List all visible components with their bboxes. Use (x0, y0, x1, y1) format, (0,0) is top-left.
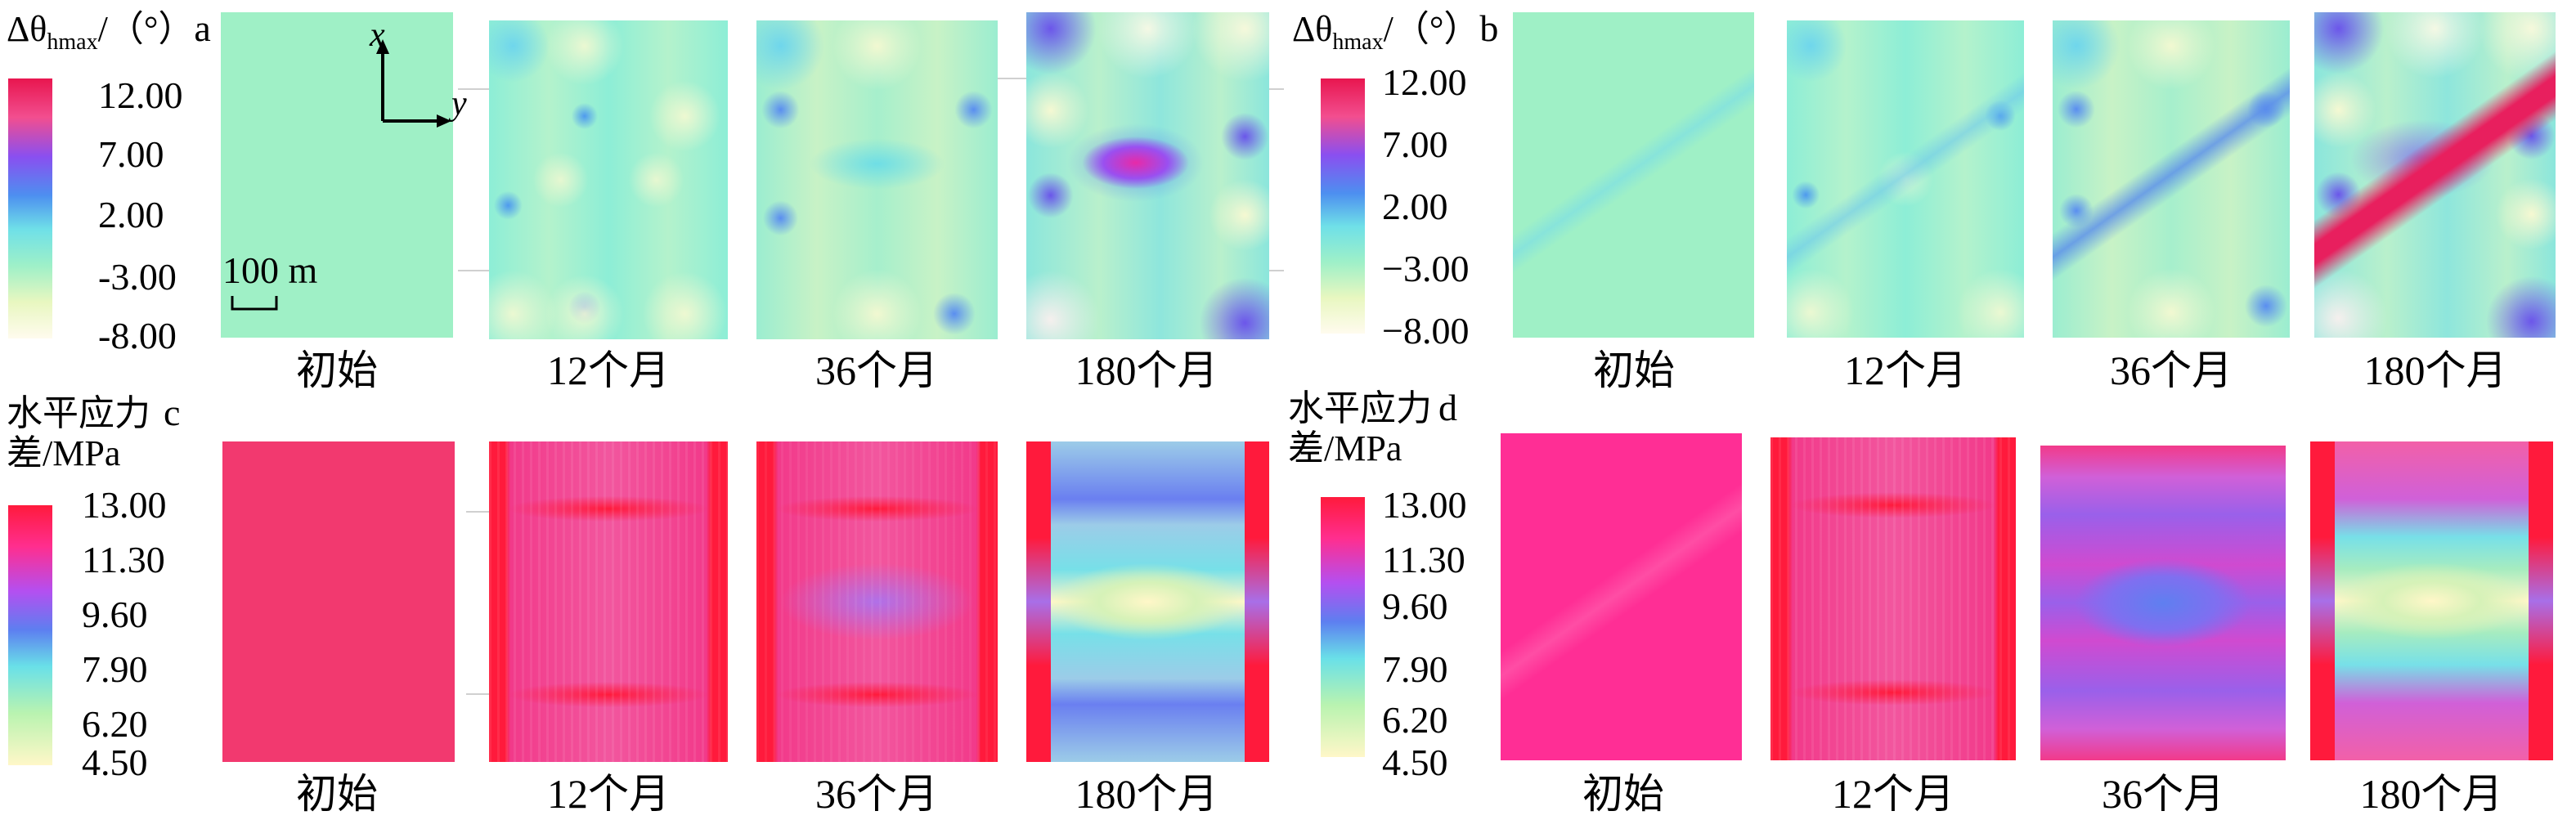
scale-bar-label: 100 m (222, 249, 318, 291)
map-a-initial (221, 12, 453, 338)
tick-a-3: -3.00 (98, 256, 177, 298)
caption-a-initial: 初始 (296, 347, 378, 393)
colorbar-title-b: Δθhmax/（°）b (1292, 7, 1499, 55)
map-d-180-edge-right (2529, 441, 2553, 760)
caption-c-12: 12个月 (547, 771, 670, 817)
tick-d-5: 4.50 (1382, 742, 1448, 783)
tick-d-0: 13.00 (1382, 484, 1467, 526)
map-c-36 (756, 441, 998, 762)
tick-b-3: −3.00 (1382, 248, 1470, 289)
caption-b-initial: 初始 (1593, 347, 1675, 393)
tick-d-3: 7.90 (1382, 648, 1448, 690)
guide-line (466, 693, 499, 695)
caption-d-12: 12个月 (1832, 771, 1954, 817)
tick-d-2: 9.60 (1382, 585, 1448, 627)
tick-a-0: 12.00 (98, 74, 183, 116)
colorbar-c (8, 505, 52, 765)
colorbar-title-c: 水平应力 c 差/MPa (7, 392, 181, 473)
tick-b-4: −8.00 (1382, 310, 1470, 352)
guide-line (466, 511, 499, 513)
tick-c-4: 6.20 (82, 703, 148, 745)
map-c-initial (222, 441, 455, 762)
caption-a-36: 36个月 (815, 347, 938, 393)
tick-b-0: 12.00 (1382, 61, 1467, 103)
caption-d-180: 180个月 (2359, 771, 2503, 817)
tick-b-1: 7.00 (1382, 123, 1448, 165)
caption-d-36: 36个月 (2102, 771, 2224, 817)
map-d-36 (2040, 446, 2286, 760)
tick-c-3: 7.90 (82, 648, 148, 690)
caption-c-initial: 初始 (296, 771, 378, 817)
map-a-12 (489, 20, 728, 339)
tick-c-0: 13.00 (82, 484, 167, 526)
map-b-initial (1513, 12, 1754, 338)
map-c-12 (489, 441, 728, 762)
caption-d-initial: 初始 (1582, 771, 1664, 817)
tick-d-4: 6.20 (1382, 699, 1448, 741)
panel-letter-a: a (194, 7, 211, 49)
panel-letter-d: d (1438, 387, 1457, 428)
map-d-180 (2310, 441, 2553, 760)
colorbar-title-d: 水平应力 d 差/MPa (1288, 387, 1457, 468)
map-b-180 (2314, 12, 2556, 338)
colorbar-title-a: Δθhmax/（°）a (7, 7, 211, 55)
axis-x-label: x (369, 25, 385, 54)
map-b-36 (2053, 20, 2290, 338)
caption-a-180: 180个月 (1075, 347, 1218, 393)
caption-b-12: 12个月 (1844, 347, 1967, 393)
tick-a-1: 7.00 (98, 133, 164, 175)
axis-indicator: x y (369, 25, 467, 128)
map-d-180-edge-left (2310, 441, 2335, 760)
caption-a-12: 12个月 (547, 347, 670, 393)
tick-a-4: -8.00 (98, 315, 177, 356)
caption-c-36: 36个月 (815, 771, 938, 817)
map-d-12 (1770, 437, 2016, 760)
colorbar-b (1321, 78, 1365, 334)
colorbar-a (8, 78, 52, 338)
map-d-initial (1501, 433, 1742, 760)
caption-b-36: 36个月 (2110, 347, 2233, 393)
tick-c-1: 11.30 (82, 539, 165, 580)
panel-letter-b: b (1479, 7, 1499, 49)
axis-y-label: y (448, 85, 467, 123)
tick-b-2: 2.00 (1382, 186, 1448, 227)
map-a-36 (756, 20, 998, 339)
tick-c-5: 4.50 (82, 742, 148, 783)
scale-bar (231, 296, 278, 311)
map-b-12 (1787, 20, 2024, 338)
tick-c-2: 9.60 (82, 594, 148, 635)
panel-letter-c: c (164, 392, 181, 433)
guide-line (458, 88, 507, 90)
map-c-180-edge-right (1245, 441, 1269, 762)
guide-line (458, 270, 507, 271)
colorbar-d (1321, 497, 1365, 757)
guide-line (998, 78, 1043, 79)
map-c-180 (1026, 441, 1269, 762)
tick-d-1: 11.30 (1382, 539, 1465, 580)
map-c-180-edge-left (1026, 441, 1051, 762)
caption-b-180: 180个月 (2363, 347, 2507, 393)
map-a-180 (1026, 12, 1269, 339)
caption-c-180: 180个月 (1075, 771, 1218, 817)
tick-a-2: 2.00 (98, 194, 164, 235)
